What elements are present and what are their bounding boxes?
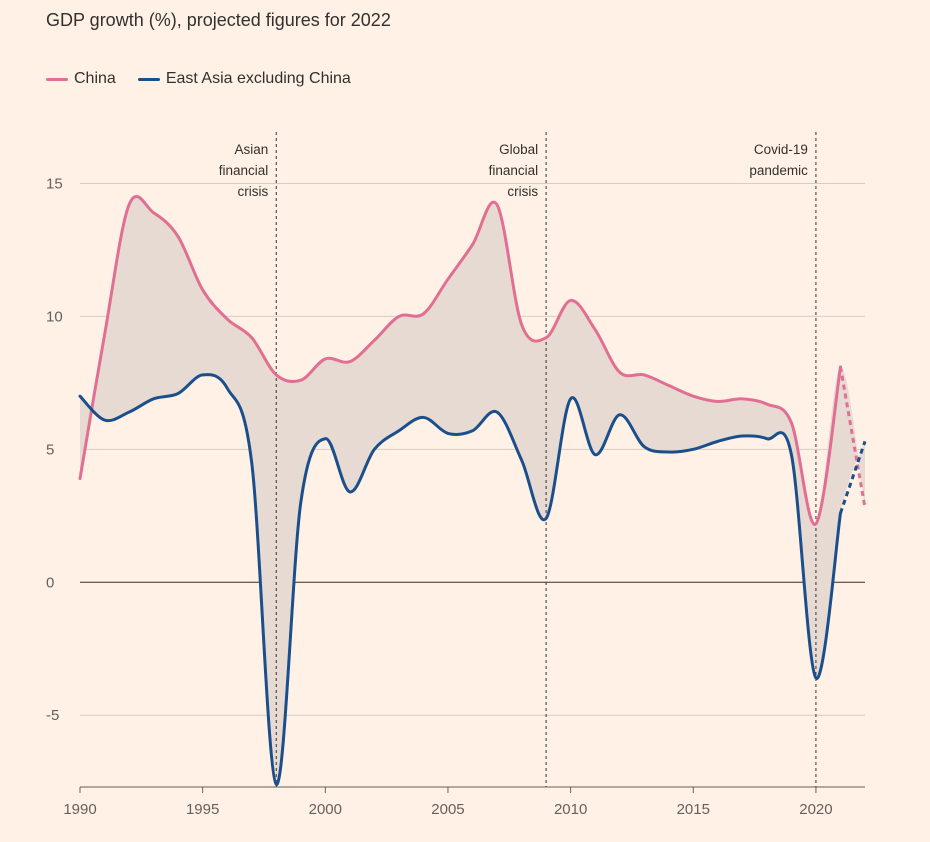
- east-asia-line: [78, 373, 842, 786]
- y-tick-label: 5: [46, 441, 54, 458]
- legend-item-china: China: [46, 70, 116, 88]
- china-projection-line: [838, 366, 867, 509]
- legend-swatch-china: [46, 77, 68, 81]
- y-tick-label: -5: [46, 707, 59, 724]
- event-label: crisis: [507, 184, 538, 199]
- event-label: financial: [489, 163, 539, 178]
- event-label: Asian: [234, 142, 268, 157]
- x-tick-label: 1990: [63, 801, 96, 818]
- china-line: [78, 195, 842, 526]
- legend-label-east-asia: East Asia excluding China: [165, 70, 351, 87]
- event-label: pandemic: [749, 163, 808, 178]
- x-tick-label: 2010: [554, 801, 587, 818]
- event-label: Global: [499, 142, 538, 157]
- gap-area: [80, 196, 865, 785]
- x-tick-label: 2020: [799, 801, 832, 818]
- chart-title: GDP growth (%), projected figures for 20…: [46, 10, 391, 30]
- event-label: crisis: [238, 184, 269, 199]
- y-tick-label: 15: [46, 175, 63, 192]
- x-tick-label: 1995: [186, 801, 219, 818]
- east-asia-projection-line: [839, 440, 867, 514]
- x-tick-label: 2000: [309, 801, 342, 818]
- y-tick-label: 0: [46, 574, 54, 591]
- legend-item-east-asia: East Asia excluding China: [137, 70, 351, 88]
- event-label: Covid-19: [754, 142, 808, 157]
- legend-label-china: China: [74, 70, 116, 87]
- event-label: financial: [219, 163, 269, 178]
- x-tick-label: 2005: [431, 801, 464, 818]
- x-tick-label: 2015: [677, 801, 710, 818]
- legend-swatch-east-asia: [137, 77, 160, 81]
- y-tick-label: 10: [46, 308, 63, 325]
- legend: China East Asia excluding China: [46, 70, 373, 88]
